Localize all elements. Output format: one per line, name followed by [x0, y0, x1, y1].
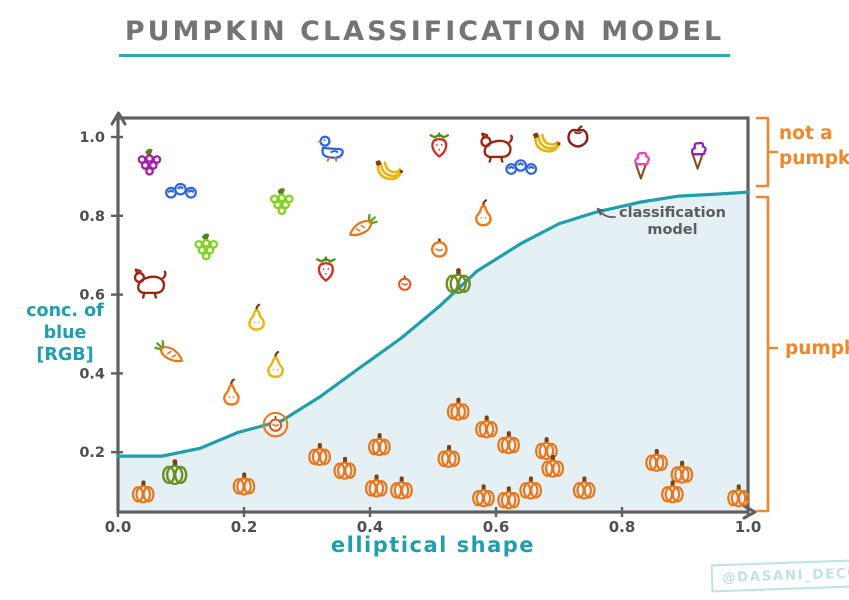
- pumpkin-bracket: [755, 195, 779, 513]
- y-axis-label: conc. of blue [RGB]: [16, 301, 114, 367]
- blueberries-icon: [505, 159, 538, 175]
- carrot-icon: [154, 339, 184, 363]
- chart-title: PUMPKIN CLASSIFICATION MODEL: [118, 16, 731, 57]
- strawberry-icon: [316, 256, 336, 282]
- blueberries-icon: [165, 182, 197, 199]
- plot-border: [116, 116, 750, 514]
- carrot-icon: [349, 213, 378, 237]
- apple-icon: [567, 125, 589, 148]
- axis-ticks: 0.0 0.2 0.4 0.6 0.8 1.0 1.0 0.8 0.6 0.4 0.2: [79, 130, 761, 536]
- x-tick-label: 0.8: [609, 518, 636, 536]
- y-axis-arrow: [110, 111, 127, 126]
- model-area-fill: [118, 192, 748, 510]
- y-axis-label-line: blue: [43, 322, 87, 343]
- pear-orange-icon: [223, 378, 240, 406]
- grapes-green-icon: [269, 186, 294, 215]
- not-a-pumpkin-bracket: [755, 116, 779, 188]
- y-tick-label: 0.6: [79, 288, 105, 304]
- y-tick-label: 0.4: [79, 366, 105, 382]
- x-tick-label: 0.6: [483, 518, 510, 536]
- x-tick-label: 1.0: [735, 518, 762, 536]
- grapes-purple-icon: [137, 147, 162, 176]
- strawberry-icon: [429, 132, 450, 158]
- x-tick-label: 0.0: [105, 518, 132, 536]
- y-tick-label: 1.0: [79, 130, 105, 146]
- pumpkin-label: pumpkin: [785, 338, 849, 359]
- x-tick-label: 0.2: [231, 518, 258, 536]
- pear-yellow-icon: [267, 350, 284, 379]
- pear-orange-icon: [475, 199, 492, 227]
- banana-icon: [373, 158, 405, 181]
- grapes-green-icon: [194, 232, 219, 261]
- icecream-purple-icon: [690, 141, 707, 170]
- curve-annotation: classification model: [610, 205, 735, 240]
- annotation-arrow: [596, 207, 616, 218]
- watermark-badge: @DASANI_DECODED: [710, 557, 849, 593]
- duck-icon: [316, 135, 344, 162]
- tomato-icon: [398, 275, 412, 291]
- x-axis-label: elliptical shape: [330, 533, 536, 557]
- pear-yellow-icon: [248, 303, 265, 331]
- tangerine-icon: [430, 237, 448, 258]
- y-axis-label-line: conc. of: [26, 301, 104, 321]
- x-tick-label: 0.4: [357, 518, 384, 536]
- title-wrap: PUMPKIN CLASSIFICATION MODEL: [0, 16, 849, 57]
- dog-icon: [480, 132, 514, 163]
- classification-model-curve: [116, 190, 750, 458]
- curve-annotation-line: classification: [619, 205, 726, 221]
- banana-icon: [531, 130, 562, 153]
- icecream-pink-icon: [634, 151, 651, 180]
- not-a-pumpkin-label: not a pumpkin: [779, 123, 849, 169]
- y-tick-label: 0.2: [79, 445, 105, 461]
- dog-icon: [133, 268, 167, 299]
- curve-annotation-line: model: [647, 222, 698, 239]
- y-tick-label: 0.8: [79, 209, 105, 225]
- y-axis-label-line: [RGB]: [36, 344, 94, 365]
